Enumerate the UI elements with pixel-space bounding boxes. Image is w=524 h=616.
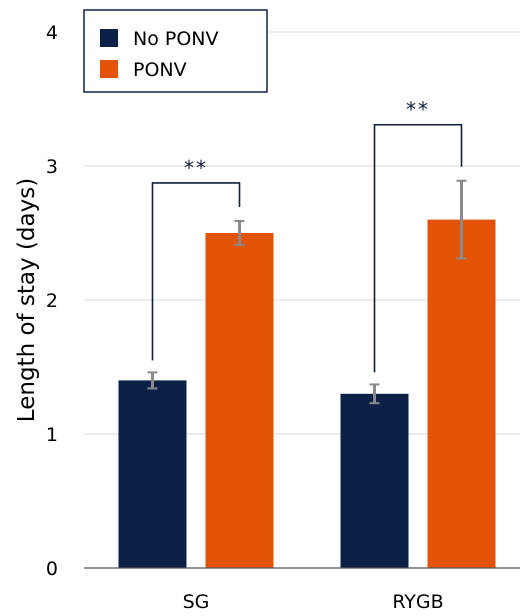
legend: No PONV PONV — [83, 9, 268, 93]
x-tick-labels: SG RYGB — [183, 591, 444, 613]
legend-label-no-ponv: No PONV — [133, 28, 219, 50]
bars — [118, 219, 496, 568]
bar — [118, 380, 187, 568]
y-tick-label: 1 — [46, 424, 58, 446]
bar — [340, 393, 409, 568]
y-axis-label: Length of stay (days) — [14, 178, 40, 422]
legend-swatch-no-ponv — [100, 29, 118, 47]
y-tick-label: 4 — [46, 22, 58, 44]
legend-box — [83, 9, 268, 93]
legend-label-ponv: PONV — [133, 59, 187, 81]
significance-brackets: ** ** — [151, 98, 463, 373]
bar — [205, 233, 274, 568]
legend-swatch-ponv — [100, 60, 118, 78]
significance-label: ** — [406, 98, 430, 122]
significance-bracket — [151, 182, 241, 361]
x-tick-label: SG — [183, 591, 210, 613]
bar — [427, 219, 496, 568]
y-tick-label: 3 — [46, 156, 58, 178]
significance-bracket — [373, 123, 463, 373]
y-tick-label: 2 — [46, 290, 58, 312]
y-tick-label: 0 — [46, 558, 58, 580]
y-ticks: 0 1 2 3 4 — [46, 22, 58, 580]
x-tick-label: RYGB — [392, 591, 443, 613]
significance-label: ** — [184, 156, 208, 180]
error-bars — [147, 179, 467, 405]
